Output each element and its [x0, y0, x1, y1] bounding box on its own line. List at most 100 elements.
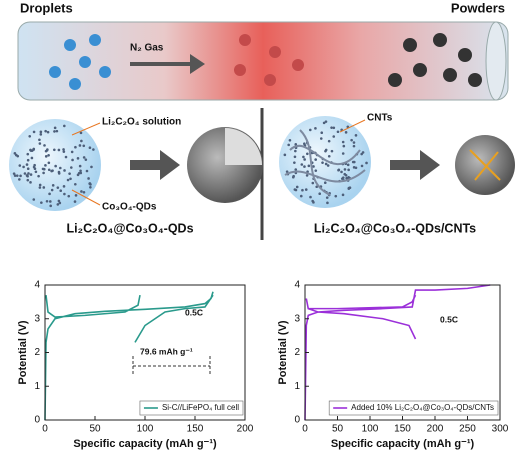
- qd-dot: [49, 204, 52, 208]
- qd-dot: [88, 146, 92, 150]
- qd-dot: [32, 148, 35, 151]
- qd-dot: [347, 168, 350, 172]
- qd-dot: [350, 138, 353, 142]
- qd-dot: [13, 174, 17, 177]
- plot-frame: [304, 284, 501, 421]
- qd-dot: [293, 155, 297, 159]
- qd-dot: [341, 152, 345, 155]
- qd-dot: [29, 148, 32, 152]
- qd-dot: [321, 161, 324, 164]
- annotation: 79.6 mAh g⁻¹: [140, 346, 193, 356]
- qd-dot: [34, 170, 38, 174]
- qd-dot: [287, 143, 290, 147]
- qd-dot: [44, 155, 48, 158]
- qd-dot: [351, 160, 355, 164]
- pointer: [71, 122, 101, 136]
- qd-dot: [330, 126, 333, 129]
- qd-dot: [40, 201, 43, 204]
- qd-dot: [42, 167, 46, 171]
- qd-dot: [63, 169, 66, 172]
- qd-dot: [342, 144, 346, 148]
- qd-dot: [55, 129, 59, 133]
- qd-dot: [92, 148, 95, 151]
- qd-dot: [44, 129, 47, 133]
- qd-dot: [26, 178, 30, 182]
- y-tick-label: 1: [294, 381, 300, 392]
- qd-dot: [39, 133, 43, 136]
- qd-dot: [14, 153, 18, 157]
- qd-dot: [340, 170, 343, 174]
- qd-dot: [324, 120, 328, 123]
- droplets-icon: [49, 34, 111, 90]
- qd-dot: [64, 155, 68, 159]
- tube: [17, 21, 509, 101]
- qd-dot: [13, 152, 17, 155]
- qd-dot: [38, 186, 42, 189]
- tube-end: [485, 21, 507, 101]
- qd-dot: [82, 156, 86, 159]
- cutaway: [225, 128, 262, 165]
- x-tick-label: 50: [89, 424, 101, 435]
- qd-dot: [341, 176, 345, 179]
- qd-dot: [80, 190, 83, 193]
- qd-dot: [306, 152, 309, 156]
- qd-dot: [320, 131, 324, 135]
- qd-dot: [56, 186, 60, 189]
- qd-dot: [346, 163, 350, 167]
- qd-dot: [15, 174, 19, 177]
- qds-label: Co₃O₄-QDs: [102, 202, 157, 213]
- y-tick-label: 1: [34, 381, 40, 392]
- chart: 0 50 100 150 200 0 1 2 3 4 Specific capacity (mAh …: [17, 280, 254, 450]
- qd-dot: [45, 199, 49, 203]
- qd-dot: [82, 144, 86, 148]
- qd-dot: [334, 194, 338, 198]
- qd-dot: [352, 141, 356, 144]
- pointer: [339, 119, 366, 133]
- qd-dot: [308, 128, 312, 132]
- sphere: [279, 116, 371, 208]
- qd-dot: [80, 139, 83, 143]
- qd-dot: [59, 166, 62, 170]
- x-tick-label: 150: [187, 424, 204, 435]
- qd-dot: [322, 121, 326, 125]
- qd-dot: [42, 186, 46, 189]
- qd-dot: [53, 130, 56, 133]
- qd-dot: [38, 183, 42, 187]
- qd-dot: [27, 172, 30, 175]
- qd-dot: [53, 126, 57, 130]
- y-tick-label: 3: [34, 313, 40, 324]
- qd-dot: [352, 144, 356, 148]
- qd-dots: [12, 124, 95, 208]
- qd-dot: [57, 148, 61, 152]
- qd-dot: [32, 198, 36, 201]
- qd-dot: [70, 150, 74, 154]
- qd-dot: [314, 169, 318, 172]
- qd-dot: [337, 168, 341, 172]
- arrow: [390, 150, 440, 180]
- pointer: [71, 189, 101, 206]
- y-tick-label: 2: [294, 347, 300, 358]
- cnt-lines: [469, 149, 501, 181]
- qd-dot: [32, 130, 36, 134]
- qd-dot: [74, 145, 77, 149]
- qd-dot: [43, 144, 46, 147]
- qd-dot: [28, 134, 32, 138]
- qd-dot: [46, 130, 50, 134]
- legend-box: [328, 400, 499, 416]
- qd-dot: [23, 172, 27, 175]
- gas-label: N₂ Gas: [130, 43, 164, 54]
- qd-dot: [19, 174, 22, 178]
- qd-dot: [22, 165, 25, 169]
- qd-dot: [332, 135, 336, 138]
- qd-dot: [62, 148, 65, 151]
- qd-dot: [38, 142, 42, 145]
- qd-dot: [59, 189, 63, 193]
- qd-dot: [76, 157, 80, 160]
- product-label: Li₂C₂O₄@Co₃O₄-QDs/CNTs: [314, 221, 476, 235]
- qd-dot: [18, 164, 22, 167]
- gas-arrow: [130, 54, 205, 74]
- qd-dot: [85, 169, 89, 173]
- qd-dot: [87, 177, 90, 180]
- qd-dot: [307, 164, 311, 168]
